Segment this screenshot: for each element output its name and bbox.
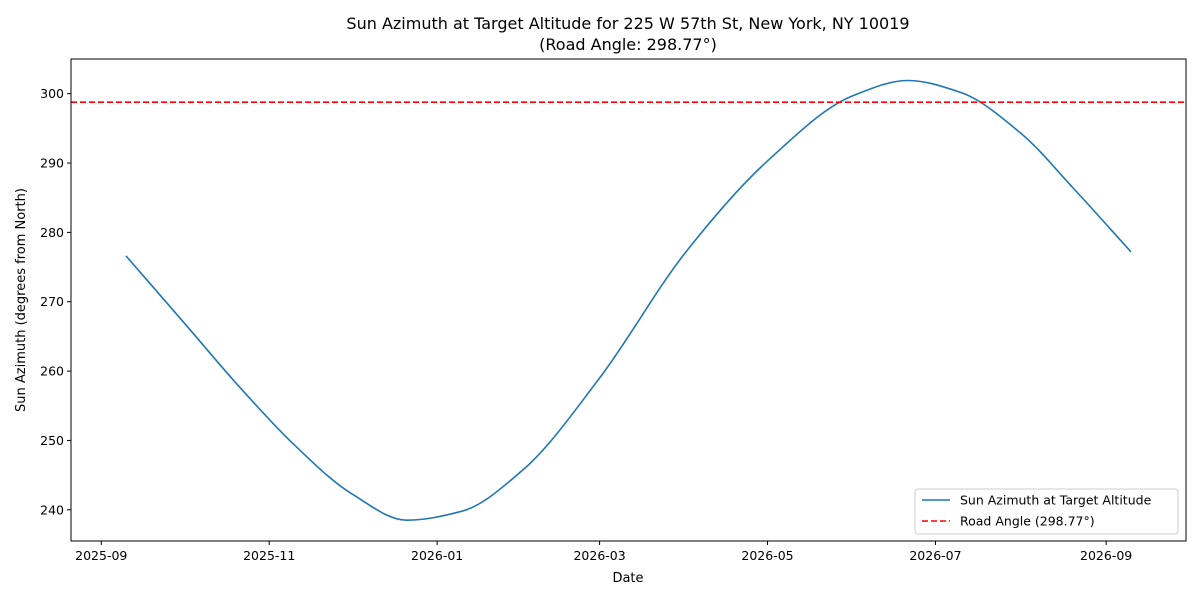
y-axis-label: Sun Azimuth (degrees from North) <box>14 188 29 412</box>
chart-subtitle: (Road Angle: 298.77°) <box>539 35 717 54</box>
legend-label-road-angle: Road Angle (298.77°) <box>960 514 1095 529</box>
y-tick-label: 300 <box>40 86 64 101</box>
x-tick-label: 2026-03 <box>573 548 625 563</box>
x-tick-label: 2026-07 <box>909 548 961 563</box>
chart-title: Sun Azimuth at Target Altitude for 225 W… <box>346 14 909 33</box>
plot-frame <box>70 58 1187 542</box>
x-axis-label: Date <box>612 571 643 586</box>
x-tick-label: 2025-11 <box>243 548 295 563</box>
plot-content <box>71 79 1186 521</box>
y-tick-label: 290 <box>40 156 64 171</box>
y-tick-label: 280 <box>40 225 64 240</box>
y-axis-ticks: 240 250 260 270 280 290 300 <box>40 86 71 517</box>
legend-label-sun-azimuth: Sun Azimuth at Target Altitude <box>960 493 1152 508</box>
legend-box <box>914 488 1179 535</box>
legend: Sun Azimuth at Target Altitude Road Angl… <box>914 488 1179 535</box>
y-tick-label: 270 <box>40 294 64 309</box>
x-tick-label: 2026-05 <box>741 548 793 563</box>
x-tick-label: 2026-01 <box>411 548 463 563</box>
y-tick-label: 260 <box>40 364 64 379</box>
x-tick-label: 2025-09 <box>75 548 127 563</box>
x-tick-label: 2026-09 <box>1080 548 1132 563</box>
series-line-sun-azimuth <box>125 79 1132 521</box>
y-tick-label: 240 <box>40 502 64 517</box>
x-axis-ticks: 2025-09 2025-11 2026-01 2026-03 2026-05 2026-… <box>75 541 1132 563</box>
y-tick-label: 250 <box>40 433 64 448</box>
